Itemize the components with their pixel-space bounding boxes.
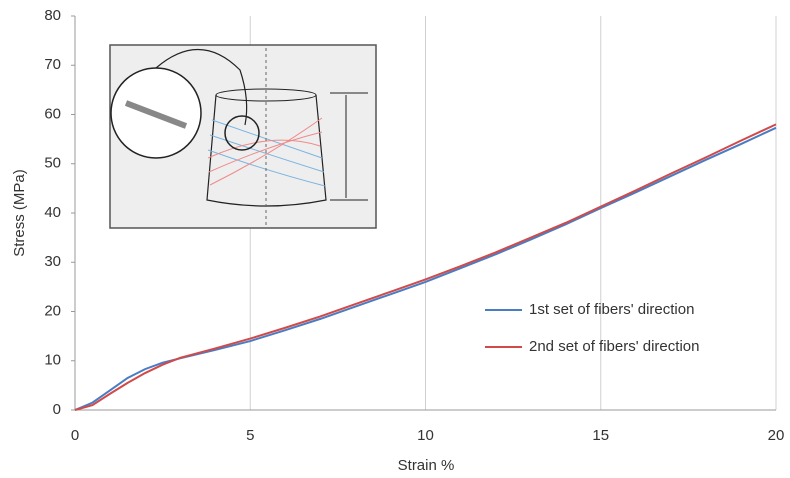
x-tick-label: 0	[71, 427, 79, 444]
x-tick-label: 10	[417, 427, 434, 444]
y-tick-label: 20	[44, 302, 61, 319]
x-axis-label: Strain %	[398, 457, 455, 474]
y-tick-label: 30	[44, 253, 61, 270]
y-tick-label: 0	[53, 401, 61, 418]
y-tick-label: 50	[44, 155, 61, 172]
y-tick-label: 60	[44, 105, 61, 122]
y-tick-label: 70	[44, 56, 61, 73]
y-tick-label: 10	[44, 352, 61, 369]
y-tick-label: 80	[44, 7, 61, 24]
x-tick-label: 20	[768, 427, 785, 444]
legend-label: 1st set of fibers' direction	[529, 301, 694, 318]
inset-illustration	[110, 45, 376, 228]
y-tick-label: 40	[44, 204, 61, 221]
chart: Strain % Stress (MPa) 0 5 10 15 20 0 10 20 30 40 5…	[0, 0, 790, 478]
legend-label: 2nd set of fibers' direction	[529, 338, 699, 355]
y-axis-label: Stress (MPa)	[11, 169, 28, 257]
x-tick-label: 5	[246, 427, 254, 444]
x-tick-label: 15	[592, 427, 609, 444]
